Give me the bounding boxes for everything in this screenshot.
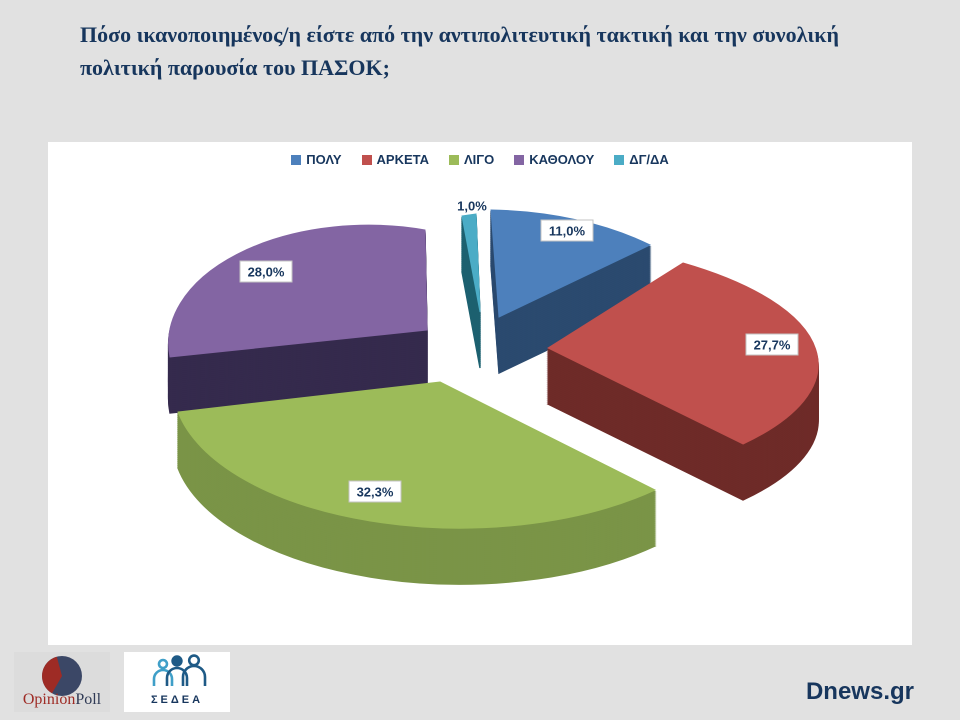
pie-slice-top: [168, 224, 428, 358]
data-label-ΑΡΚΕΤΑ: 27,7%: [745, 333, 799, 356]
legend-label: ΚΑΘΟΛΟΥ: [529, 152, 595, 167]
pie-slice-ΛΙΓΟ: [177, 381, 657, 585]
opinionpoll-text-poll: Poll: [75, 691, 102, 708]
pie-slice-top: [461, 213, 481, 313]
pie-slice-ΚΑΘΟΛΟΥ: [167, 224, 428, 414]
legend-item-ΑΡΚΕΤΑ: ΑΡΚΕΤΑ: [361, 152, 429, 167]
legend-swatch: [291, 154, 302, 165]
opinionpoll-text-opinion: Opinion: [22, 691, 76, 708]
legend-item-ΔΓ/ΔΑ: ΔΓ/ΔΑ: [614, 152, 669, 167]
data-label-text: 27,7%: [754, 338, 791, 353]
pie-slice-ΔΓ/ΔΑ: [461, 213, 481, 369]
data-label-text: 28,0%: [248, 265, 285, 280]
legend-label: ΛΙΓΟ: [464, 152, 495, 167]
legend-label: ΔΓ/ΔΑ: [629, 152, 669, 167]
legend-swatch: [614, 154, 625, 165]
chart-legend: ΠΟΛΥ ΑΡΚΕΤΑ ΛΙΓΟ ΚΑΘΟΛΟΥ ΔΓ/ΔΑ: [48, 152, 912, 167]
legend-label: ΠΟΛΥ: [306, 152, 342, 167]
pie-slice-top: [177, 381, 657, 529]
legend-item-ΚΑΘΟΛΟΥ: ΚΑΘΟΛΟΥ: [514, 152, 594, 167]
data-label-ΠΟΛΥ: 11,0%: [540, 219, 594, 242]
legend-item-ΛΙΓΟ: ΛΙΓΟ: [449, 152, 494, 167]
sedea-people-icon: [152, 654, 207, 686]
site-watermark: Dnews.gr: [805, 678, 914, 705]
legend-swatch: [361, 154, 372, 165]
legend-label: ΑΡΚΕΤΑ: [376, 152, 429, 167]
legend-item-ΠΟΛΥ: ΠΟΛΥ: [291, 152, 342, 167]
pie-chart: 11,0% 27,7% 32,3% 28,0% 1,0%: [167, 199, 819, 585]
legend-swatch: [449, 154, 459, 165]
title-line-1: Πόσο ικανοποιημένος/η είστε από την αντι…: [80, 22, 839, 47]
pie-slice-ΑΡΚΕΤΑ: [546, 262, 819, 501]
opinionpoll-pie-icon: [42, 656, 82, 696]
pie-slice-top: [546, 262, 819, 445]
data-label-ΚΑΘΟΛΟΥ: 28,0%: [239, 260, 293, 283]
sedea-logo: ΣΕΔΕΑ: [124, 652, 230, 712]
data-label-ΔΓ/ΔΑ: 1,0%: [457, 199, 487, 214]
page-title: Πόσο ικανοποιημένος/η είστε από την αντι…: [80, 18, 930, 84]
sedea-wordmark: ΣΕΔΕΑ: [150, 694, 204, 706]
opinionpoll-wordmark: OpinionPoll: [14, 691, 110, 709]
data-label-ΛΙΓΟ: 32,3%: [348, 480, 402, 503]
pie-slice-ΠΟΛΥ: [490, 209, 652, 375]
data-label-text: 11,0%: [549, 224, 586, 239]
opinionpoll-logo: OpinionPoll: [14, 652, 110, 712]
chart-panel: 11,0% 27,7% 32,3% 28,0% 1,0% ΠΟΛΥ ΑΡΚΕΤΑ ΛΙΓΟ Κ…: [48, 142, 912, 645]
title-line-2: πολιτική παρουσία του ΠΑΣΟΚ;: [80, 55, 390, 80]
data-label-text: 1,0%: [457, 199, 487, 214]
data-label-text: 32,3%: [357, 485, 394, 500]
legend-swatch: [514, 154, 525, 165]
